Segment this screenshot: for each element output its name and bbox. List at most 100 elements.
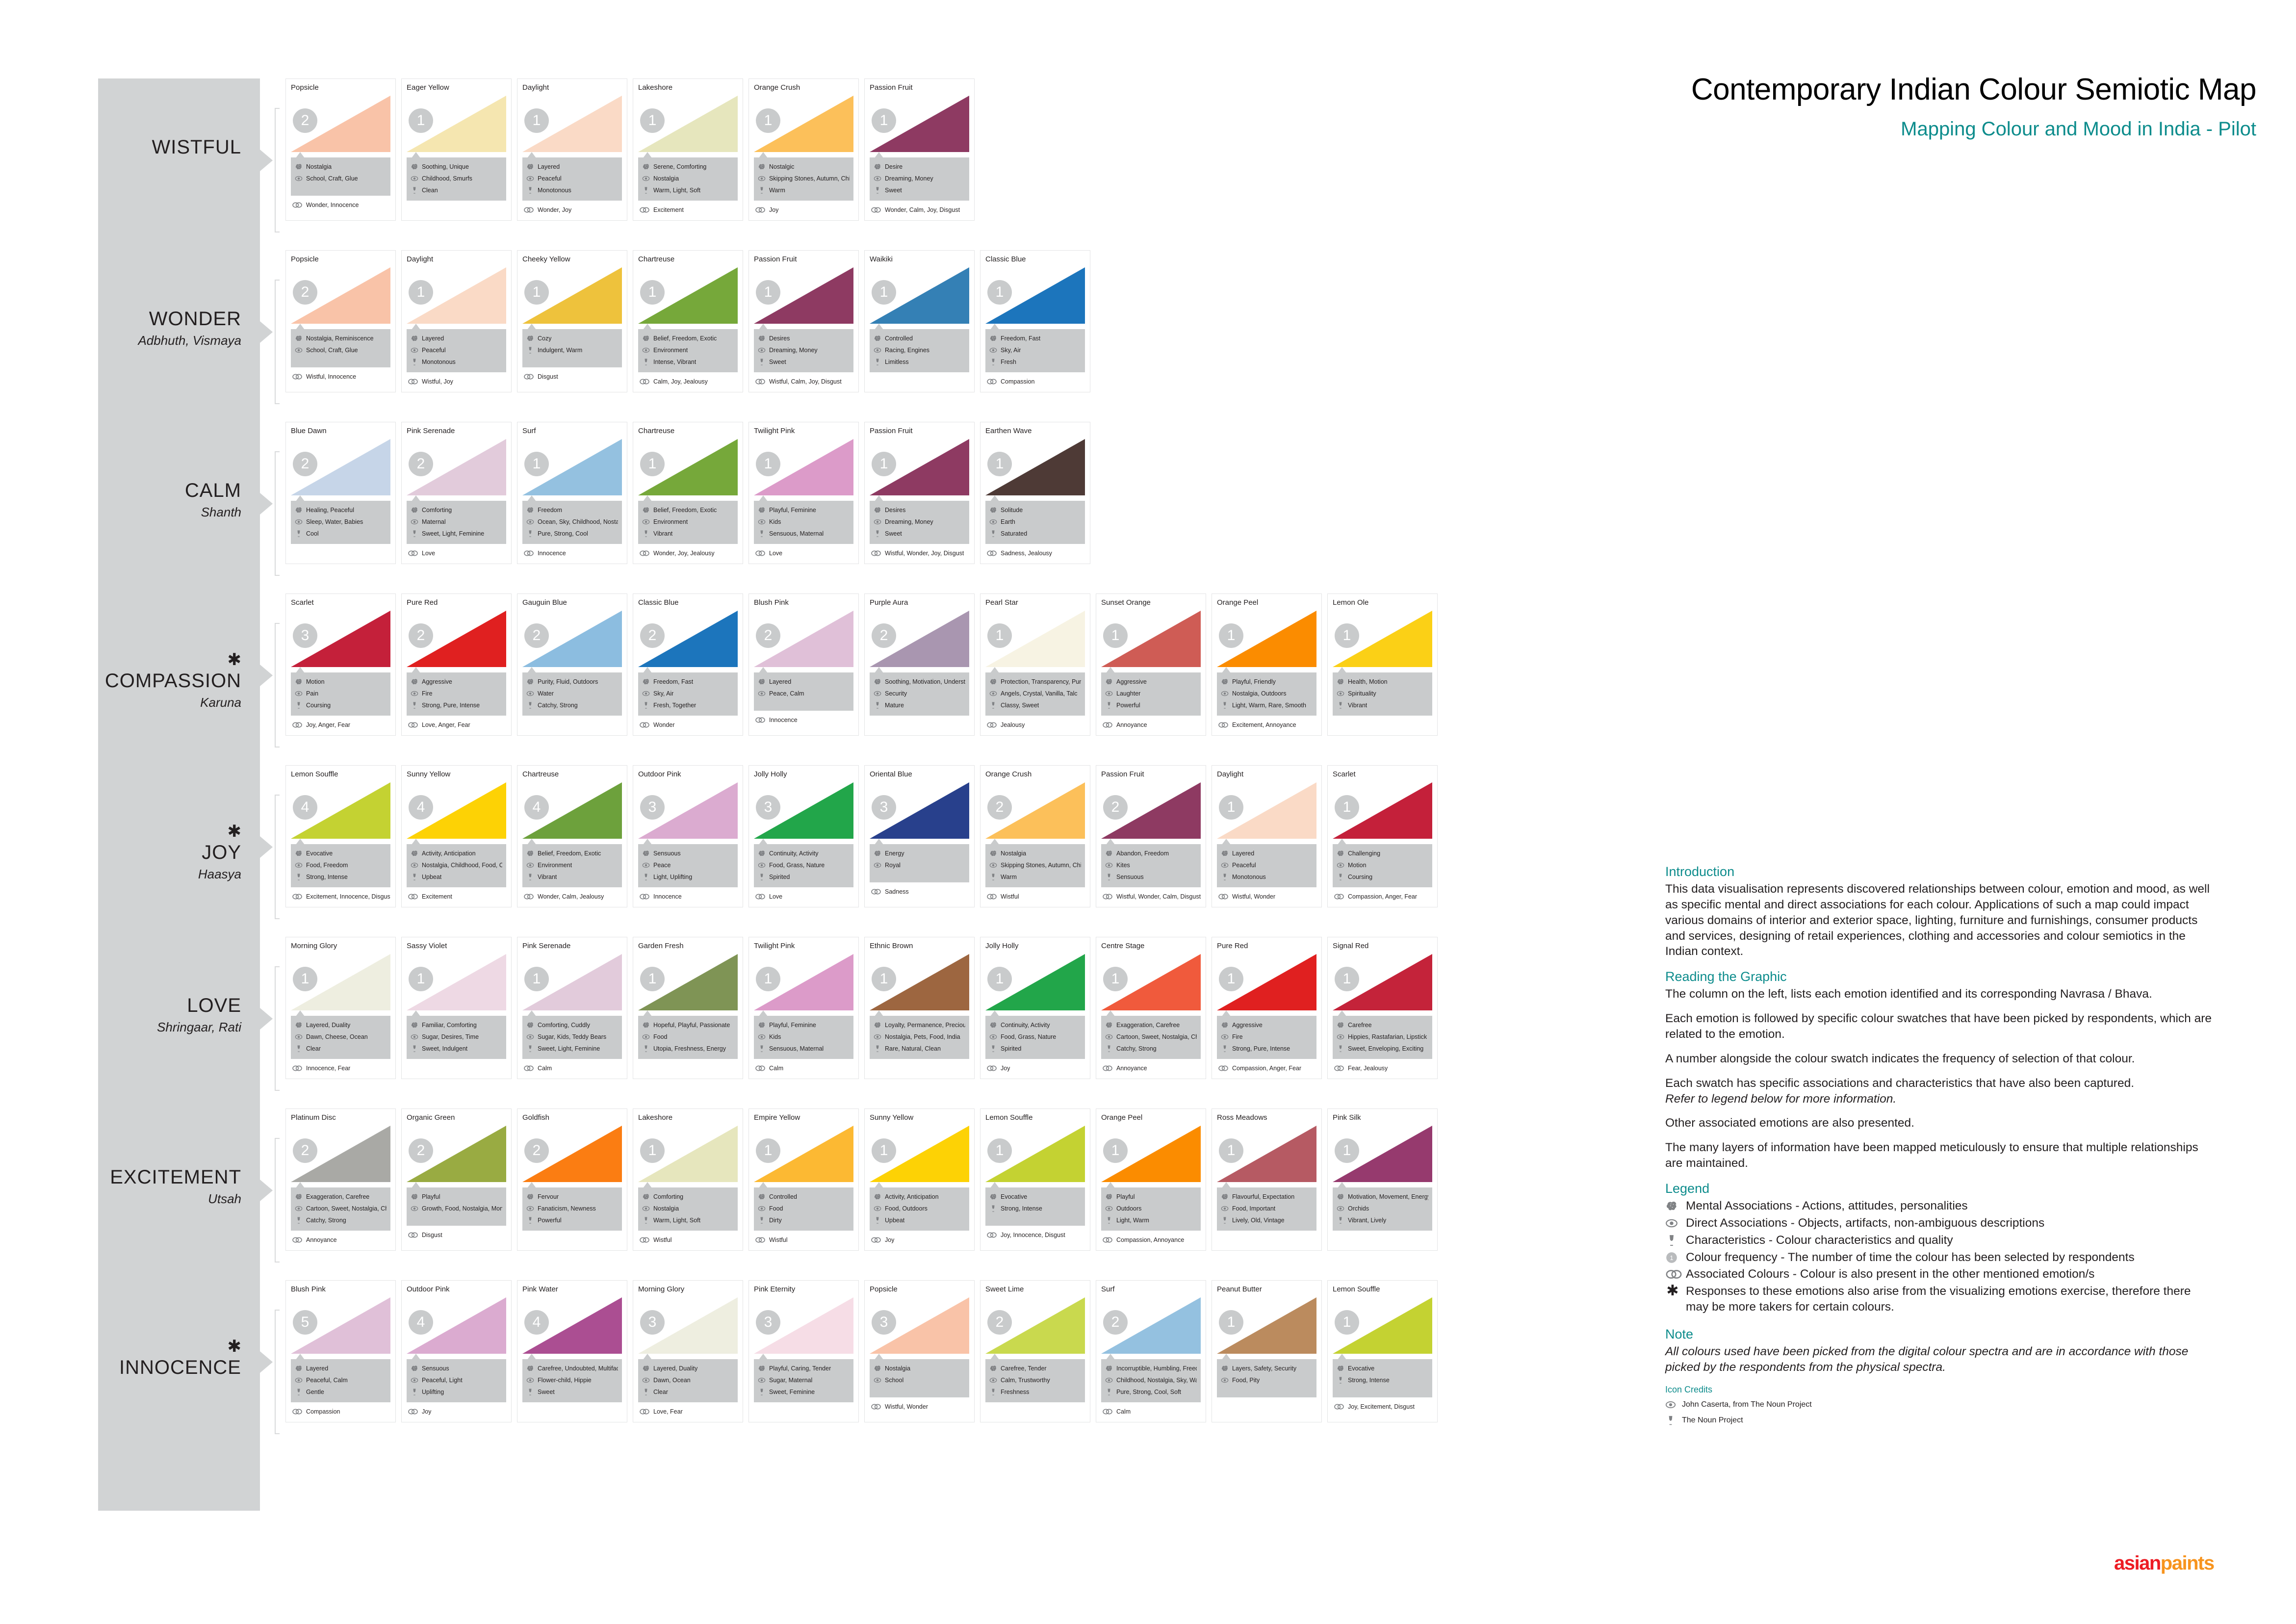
colour-card[interactable]: Jolly Holly 3 Continuity, Activity Food, … — [748, 765, 859, 907]
colour-card[interactable]: Sunset Orange 1 Aggressive Laughter Power… — [1096, 593, 1206, 736]
frequency-badge: 1 — [640, 967, 665, 991]
colour-card[interactable]: Sassy Violet 1 Familiar, Comforting Sugar… — [401, 937, 512, 1079]
colour-card[interactable]: Pure Red 1 Aggressive Fire Strong, Pure, … — [1212, 937, 1322, 1079]
colour-card[interactable]: Sweet Lime 2 Carefree, Tender Calm, Trust… — [980, 1280, 1090, 1422]
eye-icon — [1105, 1376, 1113, 1384]
colour-card[interactable]: Daylight 1 Layered Peaceful Monotonous Wi… — [1212, 765, 1322, 907]
colour-card[interactable]: Surf 2 Incorruptible, Humbling, Freedom C… — [1096, 1280, 1206, 1422]
frequency-badge: 2 — [524, 623, 549, 648]
colour-card[interactable]: Outdoor Pink 3 Sensuous Peace Light, Upli… — [633, 765, 743, 907]
colour-card[interactable]: Jolly Holly 1 Continuity, Activity Food, … — [980, 937, 1090, 1079]
colour-card[interactable]: Pink Water 4 Carefree, Undoubted, Multifa… — [517, 1280, 627, 1422]
colour-card[interactable]: Chartreuse 1 Belief, Freedom, Exotic Envi… — [633, 250, 743, 392]
colour-card[interactable]: Pink Silk 1 Motivation, Movement, Energy … — [1327, 1108, 1438, 1251]
rail-arrow-icon — [260, 150, 273, 171]
mental-association-row: Desires — [758, 333, 850, 344]
colour-card[interactable]: Daylight 1 Layered Peaceful Monotonous Wi… — [401, 250, 512, 392]
triangle-swatch — [1333, 1126, 1432, 1182]
colour-card[interactable]: Pearl Star 1 Protection, Transparency, Pu… — [980, 593, 1090, 736]
colour-card[interactable]: Passion Fruit 1 Desire Dreaming, Money Sw… — [864, 78, 975, 221]
associated-colours-row: Disgust — [407, 1229, 506, 1241]
colour-card[interactable]: Outdoor Pink 4 Sensuous Peaceful, Light U… — [401, 1280, 512, 1422]
eye-icon — [642, 175, 650, 182]
triangle-swatch — [522, 96, 622, 152]
associated-colours-row: Wistful — [638, 1234, 738, 1246]
colour-card[interactable]: Empire Yellow 1 Controlled Food Dirty Wis… — [748, 1108, 859, 1251]
colour-card[interactable]: Classic Blue 2 Freedom, Fast Sky, Air Fre… — [633, 593, 743, 736]
colour-card[interactable]: Lakeshore 1 Comforting Nostalgia Warm, Li… — [633, 1108, 743, 1251]
colour-card[interactable]: Gauguin Blue 2 Purity, Fluid, Outdoors Wa… — [517, 593, 627, 736]
colour-card[interactable]: Ross Meadows 1 Flavourful, Expectation Fo… — [1212, 1108, 1322, 1251]
colour-card[interactable]: Purple Aura 2 Soothing, Motivation, Under… — [864, 593, 975, 736]
colour-card[interactable]: Lemon Ole 1 Health, Motion Spirituality V… — [1327, 593, 1438, 736]
colour-card[interactable]: Lakeshore 1 Serene, Comforting Nostalgia … — [633, 78, 743, 221]
colour-card[interactable]: Eager Yellow 1 Soothing, Unique Childhood… — [401, 78, 512, 221]
colour-swatch: 4 — [291, 782, 390, 839]
colour-card[interactable]: Lemon Souffle 1 Evocative Strong, Intense… — [1327, 1280, 1438, 1422]
colour-card[interactable]: Pink Serenade 1 Comforting, Cuddly Sugar,… — [517, 937, 627, 1079]
colour-card[interactable]: Popsicle 2 Nostalgia School, Craft, Glue … — [285, 78, 396, 221]
colour-card[interactable]: Waikiki 1 Controlled Racing, Engines Limi… — [864, 250, 975, 392]
colour-card[interactable]: Chartreuse 1 Belief, Freedom, Exotic Envi… — [633, 422, 743, 564]
colour-card[interactable]: Scarlet 3 Motion Pain Coursing Joy, Anger… — [285, 593, 396, 736]
colour-card[interactable]: Orange Peel 1 Playful, Friendly Nostalgia… — [1212, 593, 1322, 736]
direct-association-text: Sugar, Maternal — [769, 1377, 813, 1384]
associated-colours-text: Wonder, Joy — [538, 206, 572, 213]
associated-colours-text: Calm — [538, 1065, 552, 1072]
colour-card[interactable]: Twilight Pink 1 Playful, Feminine Kids Se… — [748, 937, 859, 1079]
colour-card[interactable]: Organic Green 2 Playful Growth, Food, Nos… — [401, 1108, 512, 1251]
mental-association-text: Desire — [885, 163, 903, 170]
eye-icon — [295, 1033, 303, 1041]
colour-name: Sunset Orange — [1101, 599, 1151, 607]
colour-card[interactable]: Sunny Yellow 1 Activity, Anticipation Foo… — [864, 1108, 975, 1251]
colour-card[interactable]: Earthen Wave 1 Solitude Earth Saturated S… — [980, 422, 1090, 564]
colour-swatch: 2 — [291, 1126, 390, 1182]
colour-card[interactable]: Signal Red 1 Carefree Hippies, Rastafaria… — [1327, 937, 1438, 1079]
emotion-bhava: Utsah — [208, 1191, 241, 1206]
colour-card[interactable]: Scarlet 1 Challenging Motion Coursing Com… — [1327, 765, 1438, 907]
colour-card[interactable]: Oriental Blue 3 Energy Royal Sadness — [864, 765, 975, 907]
colour-card[interactable]: Chartreuse 4 Belief, Freedom, Exotic Envi… — [517, 765, 627, 907]
direct-association-text: Peaceful, Light — [422, 1377, 463, 1384]
colour-card[interactable]: Blue Dawn 2 Healing, Peaceful Sleep, Wate… — [285, 422, 396, 564]
colour-card[interactable]: Orange Crush 2 Nostalgia Skipping Stones,… — [980, 765, 1090, 907]
direct-association-row: Nostalgia — [642, 173, 734, 184]
associations-box: Evocative Strong, Intense — [985, 1182, 1085, 1226]
colour-card[interactable]: Classic Blue 1 Freedom, Fast Sky, Air Fre… — [980, 250, 1090, 392]
colour-card[interactable]: Orange Peel 1 Playful Outdoors Light, War… — [1096, 1108, 1206, 1251]
colour-card[interactable]: Platinum Disc 2 Exaggeration, Carefree Ca… — [285, 1108, 396, 1251]
colour-card[interactable]: Surf 1 Freedom Ocean, Sky, Childhood, Nos… — [517, 422, 627, 564]
triangle-swatch — [1217, 1126, 1316, 1182]
colour-card[interactable]: Garden Fresh 1 Hopeful, Playful, Passiona… — [633, 937, 743, 1079]
colour-card[interactable]: Lemon Souffle 4 Evocative Food, Freedom S… — [285, 765, 396, 907]
triangle-swatch — [754, 1126, 853, 1182]
icon-credits-list: John Caserta, from The Noun Project The … — [1665, 1399, 2215, 1426]
colour-card[interactable]: Blush Pink 5 Layered Peaceful, Calm Gentl… — [285, 1280, 396, 1422]
colour-card[interactable]: Passion Fruit 1 Desires Dreaming, Money S… — [748, 250, 859, 392]
colour-card[interactable]: Twilight Pink 1 Playful, Feminine Kids Se… — [748, 422, 859, 564]
colour-card[interactable]: Passion Fruit 1 Desires Dreaming, Money S… — [864, 422, 975, 564]
colour-card[interactable]: Cheeky Yellow 1 Cozy Indulgent, Warm Disg… — [517, 250, 627, 392]
colour-card[interactable]: Pure Red 2 Aggressive Fire Strong, Pure, … — [401, 593, 512, 736]
colour-card[interactable]: Blush Pink 2 Layered Peace, Calm Innocenc… — [748, 593, 859, 736]
colour-card[interactable]: Goldfish 2 Fervour Fanaticism, Newness Po… — [517, 1108, 627, 1251]
colour-card[interactable]: Sunny Yellow 4 Activity, Anticipation Nos… — [401, 765, 512, 907]
colour-card[interactable]: Orange Crush 1 Nostalgic Skipping Stones,… — [748, 78, 859, 221]
colour-card[interactable]: Popsicle 2 Nostalgia, Reminiscence School… — [285, 250, 396, 392]
colour-card[interactable]: Pink Eternity 3 Playful, Caring, Tender S… — [748, 1280, 859, 1422]
colour-card[interactable]: Ethnic Brown 1 Loyalty, Permanence, Preci… — [864, 937, 975, 1079]
colour-swatch: 1 — [870, 1126, 969, 1182]
colour-card[interactable]: Centre Stage 1 Exaggeration, Carefree Car… — [1096, 937, 1206, 1079]
colour-card[interactable]: Morning Glory 1 Layered, Duality Dawn, Ch… — [285, 937, 396, 1079]
associated-colours-icon — [408, 378, 418, 386]
colour-card[interactable]: Passion Fruit 2 Abandon, Freedom Kites Se… — [1096, 765, 1206, 907]
direct-association-row: Environment — [526, 859, 618, 871]
colour-card[interactable]: Morning Glory 3 Layered, Duality Dawn, Oc… — [633, 1280, 743, 1422]
colour-card[interactable]: Lemon Souffle 1 Evocative Strong, Intense… — [980, 1108, 1090, 1251]
colour-name: Gauguin Blue — [522, 599, 567, 607]
colour-card[interactable]: Peanut Butter 1 Layers, Safety, Security … — [1212, 1280, 1322, 1422]
colour-card[interactable]: Daylight 1 Layered Peaceful Monotonous Wo… — [517, 78, 627, 221]
colour-card[interactable]: Pink Serenade 2 Comforting Maternal Sweet… — [401, 422, 512, 564]
associated-colours-icon — [292, 373, 303, 381]
colour-card[interactable]: Popsicle 3 Nostalgia School Wistful, Wond… — [864, 1280, 975, 1422]
